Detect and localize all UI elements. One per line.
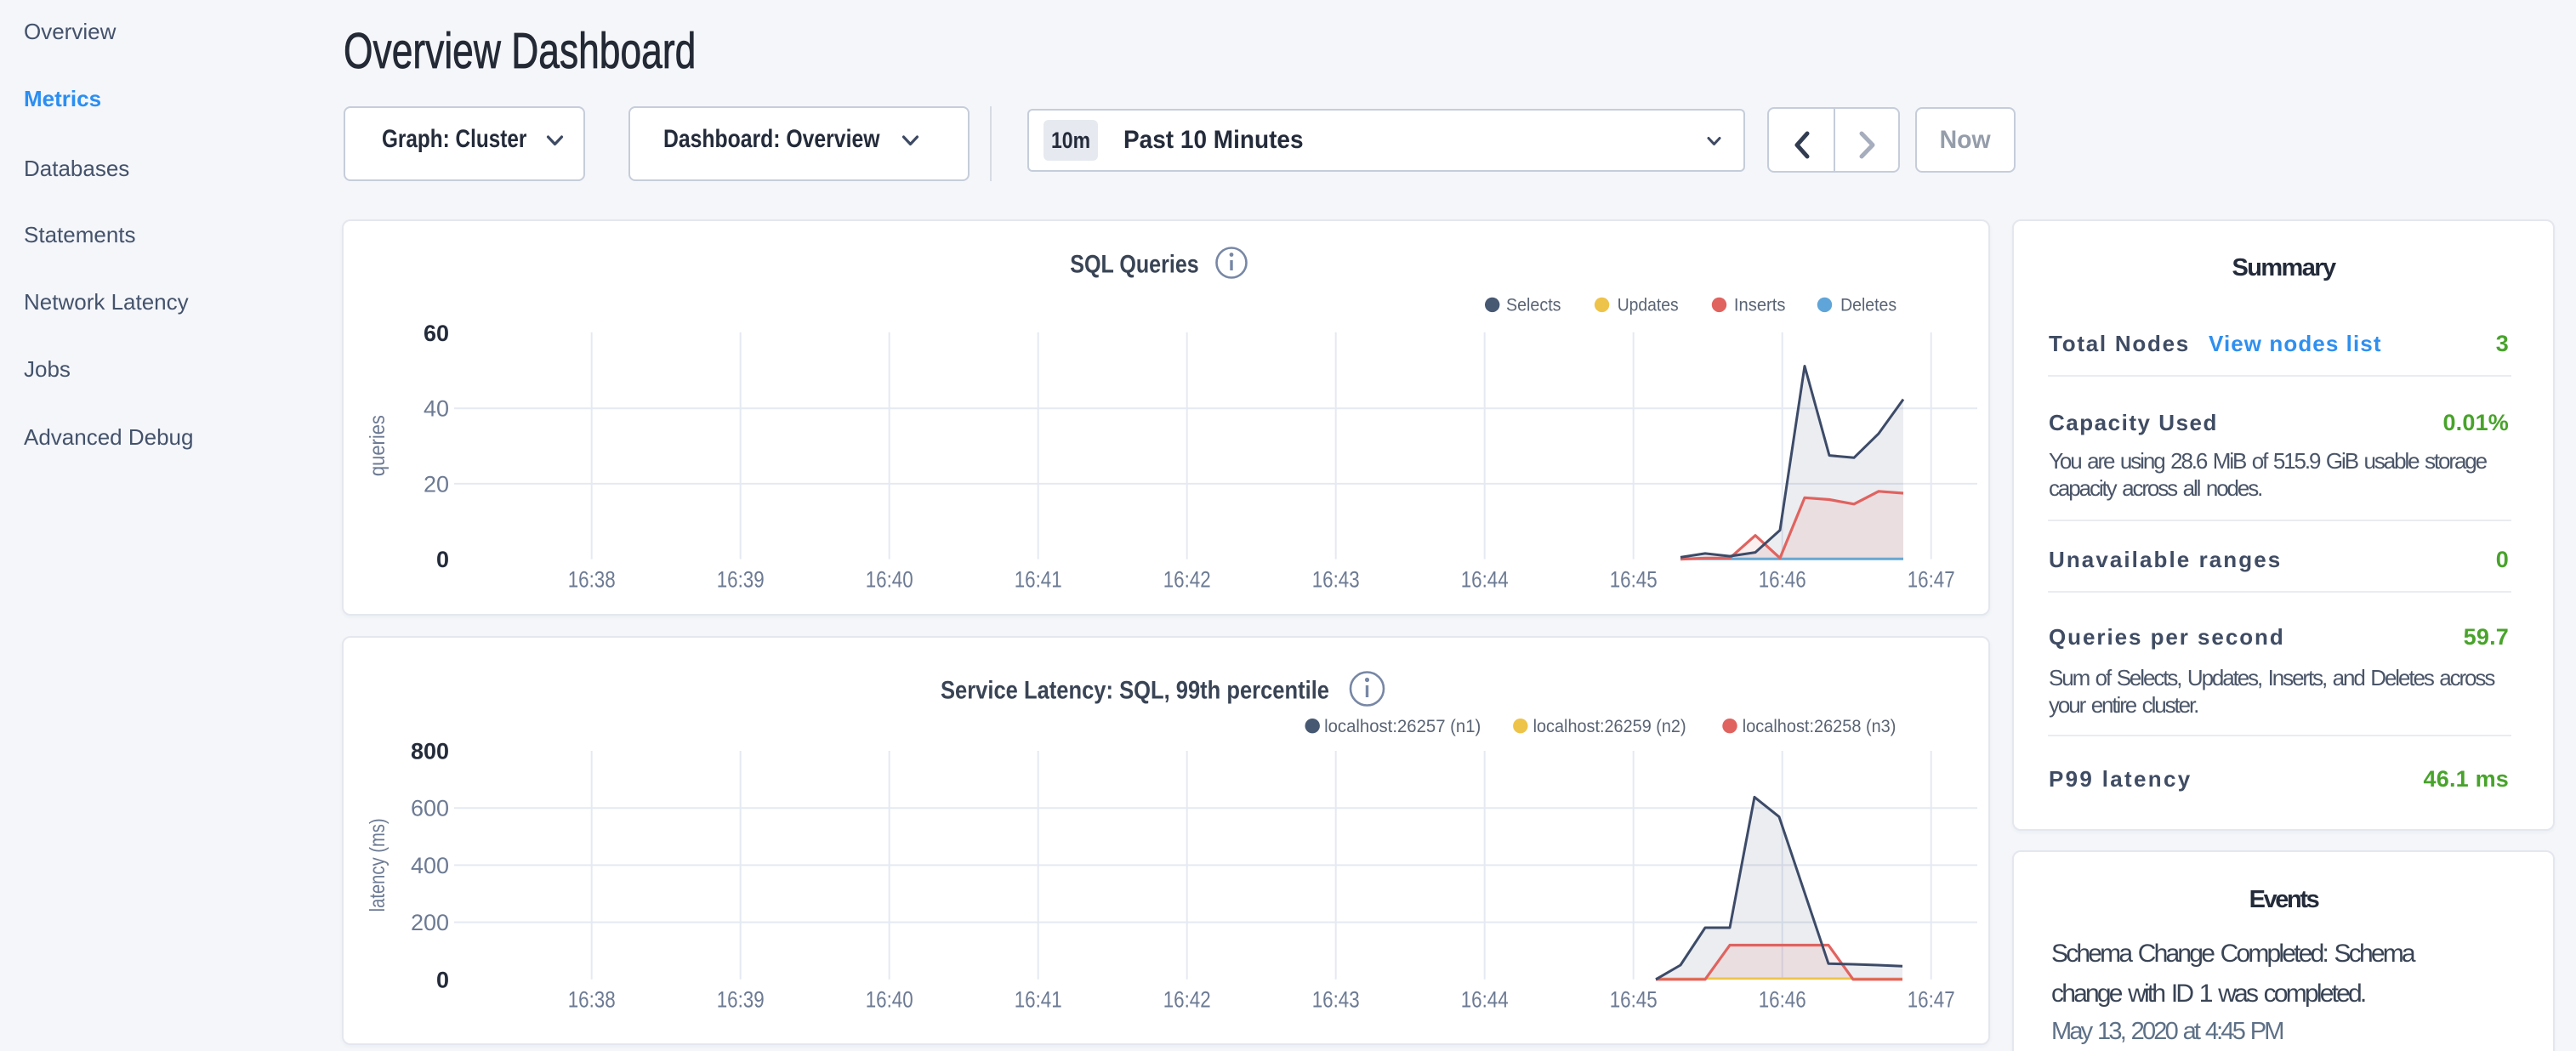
svg-text:400: 400	[411, 853, 449, 878]
svg-text:16:40: 16:40	[866, 567, 913, 593]
svg-text:16:44: 16:44	[1461, 987, 1509, 1013]
svg-text:16:47: 16:47	[1908, 987, 1955, 1013]
svg-text:latency (ms): latency (ms)	[366, 818, 390, 912]
svg-text:16:43: 16:43	[1312, 567, 1360, 593]
svg-text:0: 0	[436, 547, 449, 572]
svg-text:queries: queries	[366, 415, 390, 476]
svg-text:200: 200	[411, 910, 449, 935]
svg-text:Updates: Updates	[1618, 296, 1679, 315]
svg-text:16:45: 16:45	[1610, 987, 1658, 1013]
svg-text:16:40: 16:40	[866, 987, 913, 1013]
svg-text:16:41: 16:41	[1015, 987, 1062, 1013]
svg-text:SQL Queries: SQL Queries	[1070, 250, 1199, 278]
svg-text:16:42: 16:42	[1163, 567, 1211, 593]
svg-text:16:44: 16:44	[1461, 567, 1509, 593]
svg-text:800: 800	[411, 739, 449, 764]
svg-text:16:46: 16:46	[1759, 987, 1806, 1013]
svg-text:localhost:26258 (n3): localhost:26258 (n3)	[1743, 717, 1896, 736]
svg-text:16:38: 16:38	[568, 567, 616, 593]
svg-text:600: 600	[411, 796, 449, 821]
svg-text:16:41: 16:41	[1015, 567, 1062, 593]
svg-text:16:39: 16:39	[717, 567, 765, 593]
svg-text:16:47: 16:47	[1908, 567, 1955, 593]
svg-text:16:46: 16:46	[1759, 567, 1806, 593]
svg-text:16:42: 16:42	[1163, 987, 1211, 1013]
svg-text:16:39: 16:39	[717, 987, 765, 1013]
svg-text:16:43: 16:43	[1312, 987, 1360, 1013]
svg-text:Selects: Selects	[1506, 296, 1561, 315]
svg-text:Deletes: Deletes	[1840, 296, 1896, 315]
svg-text:60: 60	[424, 321, 449, 346]
svg-text:Service Latency: SQL, 99th per: Service Latency: SQL, 99th percentile	[941, 676, 1329, 704]
svg-text:16:45: 16:45	[1610, 567, 1658, 593]
svg-text:0: 0	[436, 967, 449, 992]
svg-text:Inserts: Inserts	[1734, 296, 1786, 315]
svg-text:localhost:26259 (n2): localhost:26259 (n2)	[1533, 717, 1686, 736]
svg-text:localhost:26257 (n1): localhost:26257 (n1)	[1324, 717, 1481, 736]
svg-text:16:38: 16:38	[568, 987, 616, 1013]
svg-text:40: 40	[424, 396, 449, 422]
svg-text:20: 20	[424, 471, 449, 497]
